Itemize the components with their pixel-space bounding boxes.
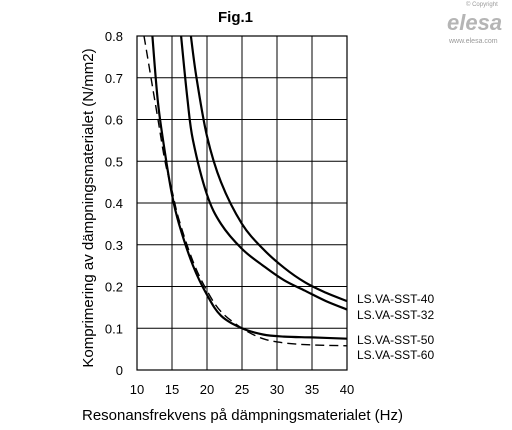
x-tick-labels: 10 15 20 25 30 35 40 [130,382,354,397]
x-tick-label: 30 [270,382,284,397]
x-tick-label: 25 [235,382,249,397]
series-label: LS.VA-SST-32 [357,308,434,322]
series-line-2 [180,36,347,311]
y-tick-label: 0.1 [105,321,123,336]
series-label: LS.VA-SST-40 [357,292,434,306]
y-tick-label: 0.3 [105,238,123,253]
brand-logo: © Copyright elesa www.elesa.com [447,1,502,45]
logo-copyright: © Copyright [466,1,498,8]
series-labels: LS.VA-SST-40 LS.VA-SST-32 LS.VA-SST-50LS.V… [357,292,434,362]
y-tick-label: 0.8 [105,29,123,44]
x-tick-label: 10 [130,382,144,397]
x-axis-title: Resonansfrekvens på dämpningsmaterialet … [82,407,403,424]
x-tick-label: 20 [200,382,214,397]
logo-url: www.elesa.com [448,38,498,45]
y-axis-title: Komprimering av dämpningsmaterialet (N/m… [80,48,97,367]
x-tick-label: 15 [165,382,179,397]
y-tick-label: 0.6 [105,113,123,128]
series-line-3 [151,36,347,340]
chart-title: Fig.1 [218,9,253,26]
y-tick-label: 0.2 [105,280,123,295]
y-tick-label: 0.7 [105,71,123,86]
series-lines [143,36,347,347]
y-tick-label: 0 [116,363,123,378]
y-tick-label: 0.5 [105,154,123,169]
y-tick-labels: 0 0.1 0.2 0.3 0.4 0.5 0.6 0.7 0.8 [105,29,123,378]
series-label: LS.VA-SST-60 [357,348,434,362]
x-tick-label: 35 [305,382,319,397]
x-tick-label: 40 [340,382,354,397]
series-label: LS.VA-SST-50 [357,333,434,347]
y-tick-label: 0.4 [105,196,123,211]
logo-wordmark: elesa [447,10,502,35]
series-line-1 [189,36,347,303]
series-line-4 [143,36,347,347]
plot-grid [136,35,348,371]
plot-frame [136,35,348,371]
